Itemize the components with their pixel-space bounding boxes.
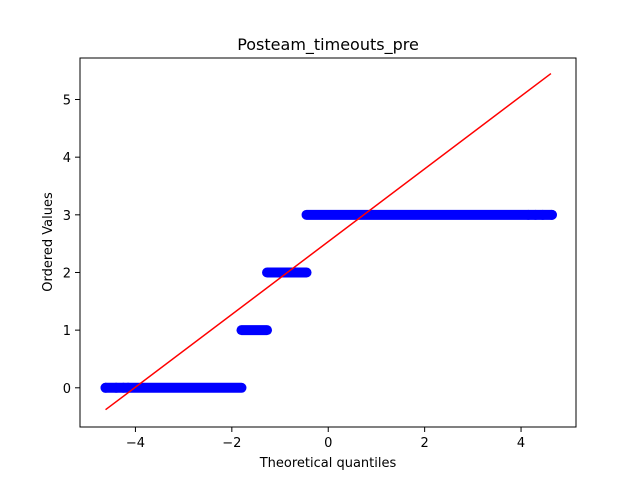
y-tick-label: 2 xyxy=(63,266,71,281)
point-0-1 xyxy=(111,382,122,393)
point-3-3 xyxy=(546,209,557,220)
chart-title: Posteam_timeouts_pre xyxy=(237,35,419,55)
x-tick-label: 4 xyxy=(517,436,525,451)
y-axis-ticks: 0 1 2 3 4 5 xyxy=(63,94,80,397)
x-tick-label: −2 xyxy=(222,436,241,451)
point-3-2 xyxy=(537,209,548,220)
x-tick-label: 0 xyxy=(324,436,332,451)
y-tick-label: 0 xyxy=(63,382,71,397)
point-3-0 xyxy=(523,209,534,220)
fit-line xyxy=(105,72,552,411)
y-axis-label: Ordered Values xyxy=(41,192,56,292)
x-axis-ticks: −4 −2 0 2 4 xyxy=(126,427,525,451)
point-0-3 xyxy=(123,382,134,393)
point-0-0 xyxy=(100,382,111,393)
x-tick-label: −4 xyxy=(126,436,145,451)
fit-line-layer xyxy=(105,72,552,411)
y-tick-label: 5 xyxy=(63,94,71,109)
x-tick-label: 2 xyxy=(421,436,429,451)
x-axis-label: Theoretical quantiles xyxy=(259,456,397,471)
data-points xyxy=(100,209,557,393)
y-tick-label: 1 xyxy=(63,324,71,339)
y-tick-label: 4 xyxy=(63,151,71,166)
y-tick-label: 3 xyxy=(63,209,71,224)
point-3-1 xyxy=(530,209,541,220)
